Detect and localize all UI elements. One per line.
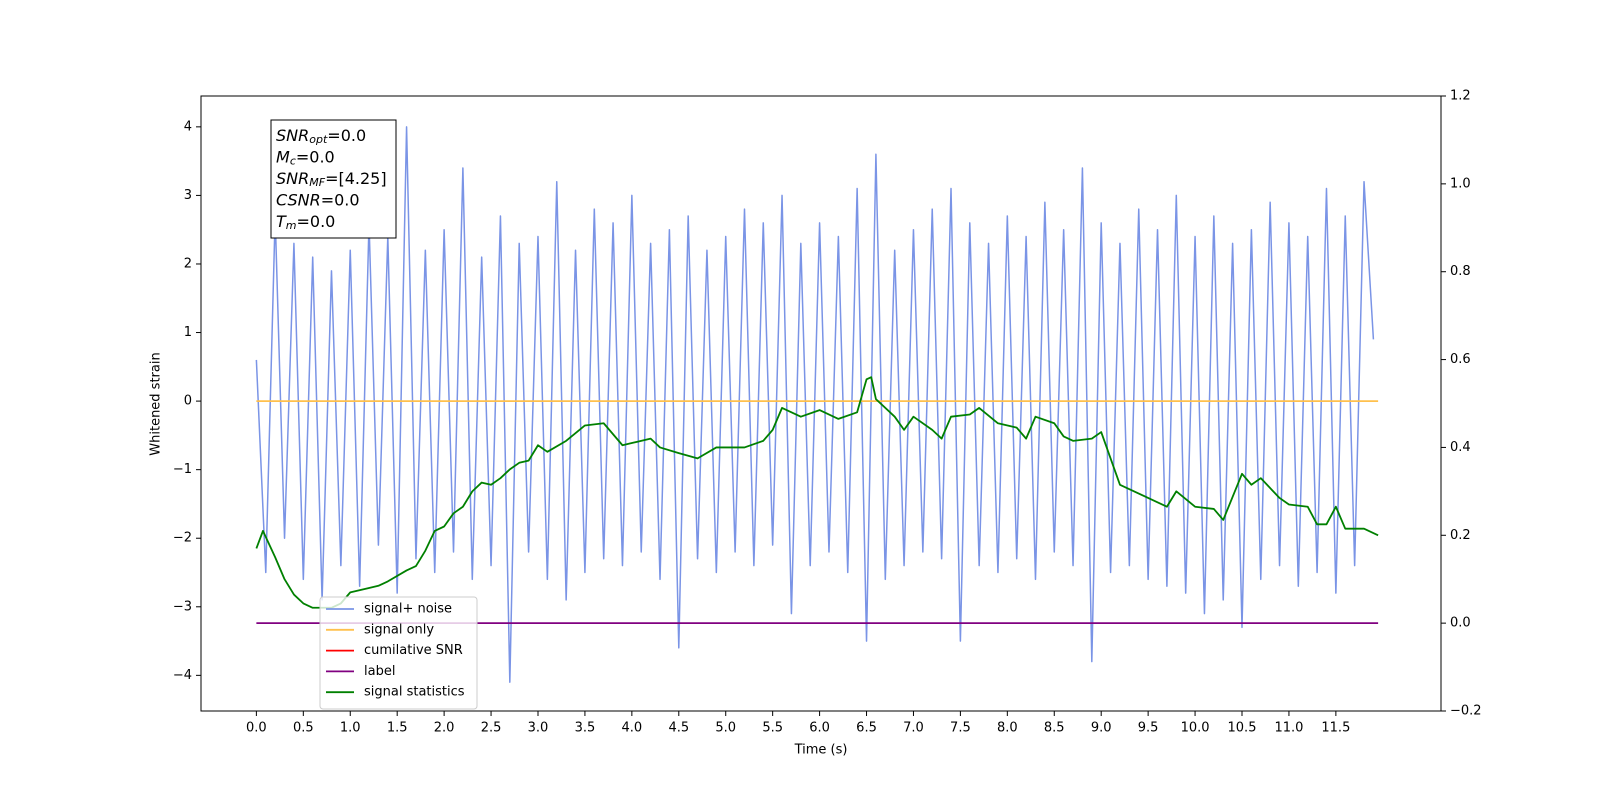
series-line [255,126,1375,683]
annotation-line: SNRopt=0.0 [276,126,366,147]
annotation-line: Tm=0.0 [276,212,335,233]
annotation-symbol: CSNR [276,190,321,209]
annotation-subscript: MF [309,176,325,189]
y2-tick-label: 0.2 [1450,528,1471,543]
legend-label: signal only [364,622,434,637]
y-tick-label: 2 [184,256,192,271]
x-tick-label: 9.5 [1138,721,1159,736]
x-tick-label: 5.0 [715,721,736,736]
annotation-frame [270,119,397,239]
annotation-symbol: T [276,212,287,231]
annotation-line: Mc=0.0 [276,147,335,168]
y-tick-label: −3 [173,599,192,614]
y-tick-label: −1 [173,462,192,477]
x-tick-label: 7.0 [903,721,924,736]
plot-frame [200,95,1442,712]
y2-tick-label: −0.2 [1450,704,1482,719]
x-tick-label: 0.0 [246,721,267,736]
x-tick-label: 3.5 [575,721,596,736]
x-tick-label: 4.5 [668,721,689,736]
y-tick-label: −4 [173,668,192,683]
annotation-subscript: opt [309,133,328,146]
y-tick-label: 1 [184,325,192,340]
legend-frame [319,596,478,710]
x-tick-label: 6.0 [809,721,830,736]
y-axis-label: Whitened strain [149,352,164,455]
x-tick-label: 8.5 [1044,721,1065,736]
legend-label: label [364,664,395,679]
x-tick-label: 6.5 [856,721,877,736]
y2-tick-label: 0.8 [1450,264,1471,279]
x-tick-label: 4.0 [622,721,643,736]
annotation-symbol: M [276,147,290,166]
x-tick-label: 10.0 [1181,721,1210,736]
y-tick-label: 0 [184,394,192,409]
legend-label: signal+ noise [364,602,452,617]
x-tick-label: 3.0 [528,721,549,736]
x-tick-label: 7.5 [950,721,971,736]
y2-tick-label: 0.0 [1450,616,1471,631]
series-line [255,376,1379,609]
x-tick-label: 2.0 [434,721,455,736]
annotation-symbol: SNR [276,126,309,145]
annotation-box: SNRopt=0.0Mc=0.0SNRMF=[4.25]CSNR=0.0Tm=0… [270,119,397,239]
y-tick-label: −2 [173,531,192,546]
annotation-subscript: c [290,155,296,168]
x-tick-label: 0.5 [293,721,314,736]
x-tick-label: 1.5 [387,721,408,736]
x-tick-label: 5.5 [762,721,783,736]
annotation-line: CSNR=0.0 [276,190,360,209]
x-axis-label: Time (s) [794,743,848,758]
annotation-value: =0.0 [297,212,336,231]
x-tick-label: 11.5 [1321,721,1350,736]
annotation-line: SNRMF=[4.25] [276,169,387,190]
x-tick-label: 10.5 [1228,721,1257,736]
annotation-value: =0.0 [296,147,335,166]
y-tick-label: 4 [184,119,192,134]
annotation-value: =[4.25] [325,169,387,188]
annotation-value: =0.0 [321,190,360,209]
y2-tick-label: 1.2 [1450,89,1471,104]
y-tick-label: 3 [184,188,192,203]
x-tick-label: 2.5 [481,721,502,736]
y2-tick-label: 0.6 [1450,352,1471,367]
x-tick-label: 11.0 [1274,721,1303,736]
legend-label: cumilative SNR [364,643,463,658]
y2-tick-label: 1.0 [1450,176,1471,191]
annotation-symbol: SNR [276,169,309,188]
legend-label: signal statistics [364,685,465,700]
x-tick-label: 1.0 [340,721,361,736]
x-tick-label: 8.0 [997,721,1018,736]
annotation-subscript: m [286,219,297,232]
annotation-value: =0.0 [327,126,366,145]
legend: signal+ noise signal only cumilative SNR la… [319,596,478,710]
x-tick-label: 9.0 [1091,721,1112,736]
y2-tick-label: 0.4 [1450,440,1471,455]
